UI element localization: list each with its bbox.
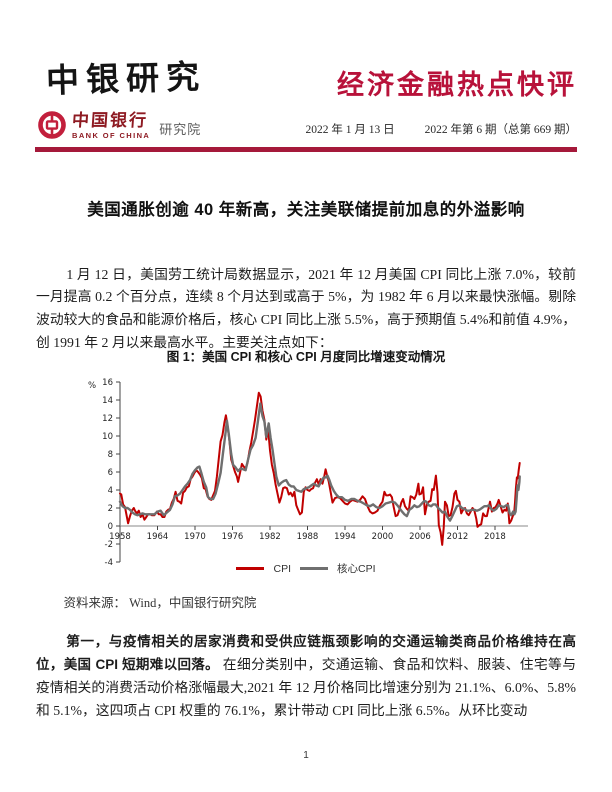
first-point-body: 在细分类别中，交通运输、食品和饮料、服装、住宅等与疫情相关的消费活动价格涨幅最大… [36, 657, 576, 719]
first-point-lead: 第一，与疫情相关的居家消费和受供应链瓶颈影响的交通运输类商品价格维持在高位，美国… [36, 633, 576, 672]
svg-text:1982: 1982 [259, 532, 281, 542]
publication-title: 经济金融热点快评 [337, 70, 577, 100]
svg-text:6: 6 [108, 468, 113, 478]
svg-text:12: 12 [102, 414, 113, 424]
svg-text:2000: 2000 [372, 532, 394, 542]
issue-number: 2022 年第 6 期（总第 669 期） [424, 124, 577, 136]
data-source-note: 资料来源： Wind，中国银行研究院 [63, 596, 257, 610]
issue-info-row: 2022 年 1 月 13 日 2022 年第 6 期（总第 669 期） [306, 121, 578, 137]
svg-text:2012: 2012 [447, 532, 469, 542]
svg-text:14: 14 [102, 396, 113, 406]
figure-caption: 图 1：美国 CPI 和核心 CPI 月度同比增速变动情况 [166, 350, 446, 364]
svg-text:%: % [88, 381, 96, 391]
bank-of-china-coin-icon [38, 111, 66, 139]
svg-text:1964: 1964 [147, 532, 169, 542]
svg-text:-4: -4 [105, 558, 113, 566]
svg-text:1958: 1958 [109, 532, 131, 542]
bank-name-en: BANK OF CHINA [72, 130, 151, 140]
svg-text:-2: -2 [105, 540, 113, 550]
calligraphy-masthead: 中银研究 [45, 56, 207, 101]
cpi-legend-swatch [236, 567, 265, 570]
svg-text:2006: 2006 [409, 532, 431, 542]
core-cpi-legend-swatch [300, 567, 328, 570]
svg-text:10: 10 [102, 432, 113, 442]
svg-text:1970: 1970 [184, 532, 206, 542]
svg-text:2: 2 [108, 504, 113, 514]
bank-logo: 中国银行 BANK OF CHINA 研究院 [38, 111, 201, 139]
publication-date: 2022 年 1 月 13 日 [305, 124, 395, 136]
page-number: 1 [303, 750, 309, 761]
svg-text:0: 0 [108, 522, 113, 532]
cpi-chart-canvas: -4 -2 0 2 4 6 8 10 12 14 16 1958 1964 1970 1976 1982 198… [88, 378, 528, 568]
svg-text:4: 4 [108, 486, 113, 496]
svg-text:8: 8 [108, 450, 113, 460]
header-divider-bar [35, 147, 577, 152]
cpi-legend-label: CPI [273, 562, 291, 575]
paragraph-first-point: 第一，与疫情相关的居家消费和受供应链瓶颈影响的交通运输类商品价格维持在高位，美国… [36, 630, 576, 723]
svg-text:1976: 1976 [222, 532, 244, 542]
core-cpi-legend-label: 核心CPI [337, 563, 376, 575]
svg-text:1994: 1994 [334, 532, 356, 542]
svg-text:16: 16 [102, 378, 113, 388]
chart-legend: CPI 核心CPI [0, 561, 612, 576]
svg-text:2018: 2018 [484, 532, 506, 542]
svg-text:1988: 1988 [297, 532, 319, 542]
article-title: 美国通胀创逾 40 年新高，关注美联储提前加息的外溢影响 [87, 201, 525, 219]
cpi-line-chart: -4 -2 0 2 4 6 8 10 12 14 16 1958 1964 1970 1976 1982 198… [86, 368, 538, 568]
bank-name-cn: 中国银行 [71, 110, 149, 131]
institute-label: 研究院 [159, 122, 202, 137]
paragraph-intro: 1 月 12 日，美国劳工统计局数据显示，2021 年 12 月美国 CPI 同… [36, 266, 576, 350]
